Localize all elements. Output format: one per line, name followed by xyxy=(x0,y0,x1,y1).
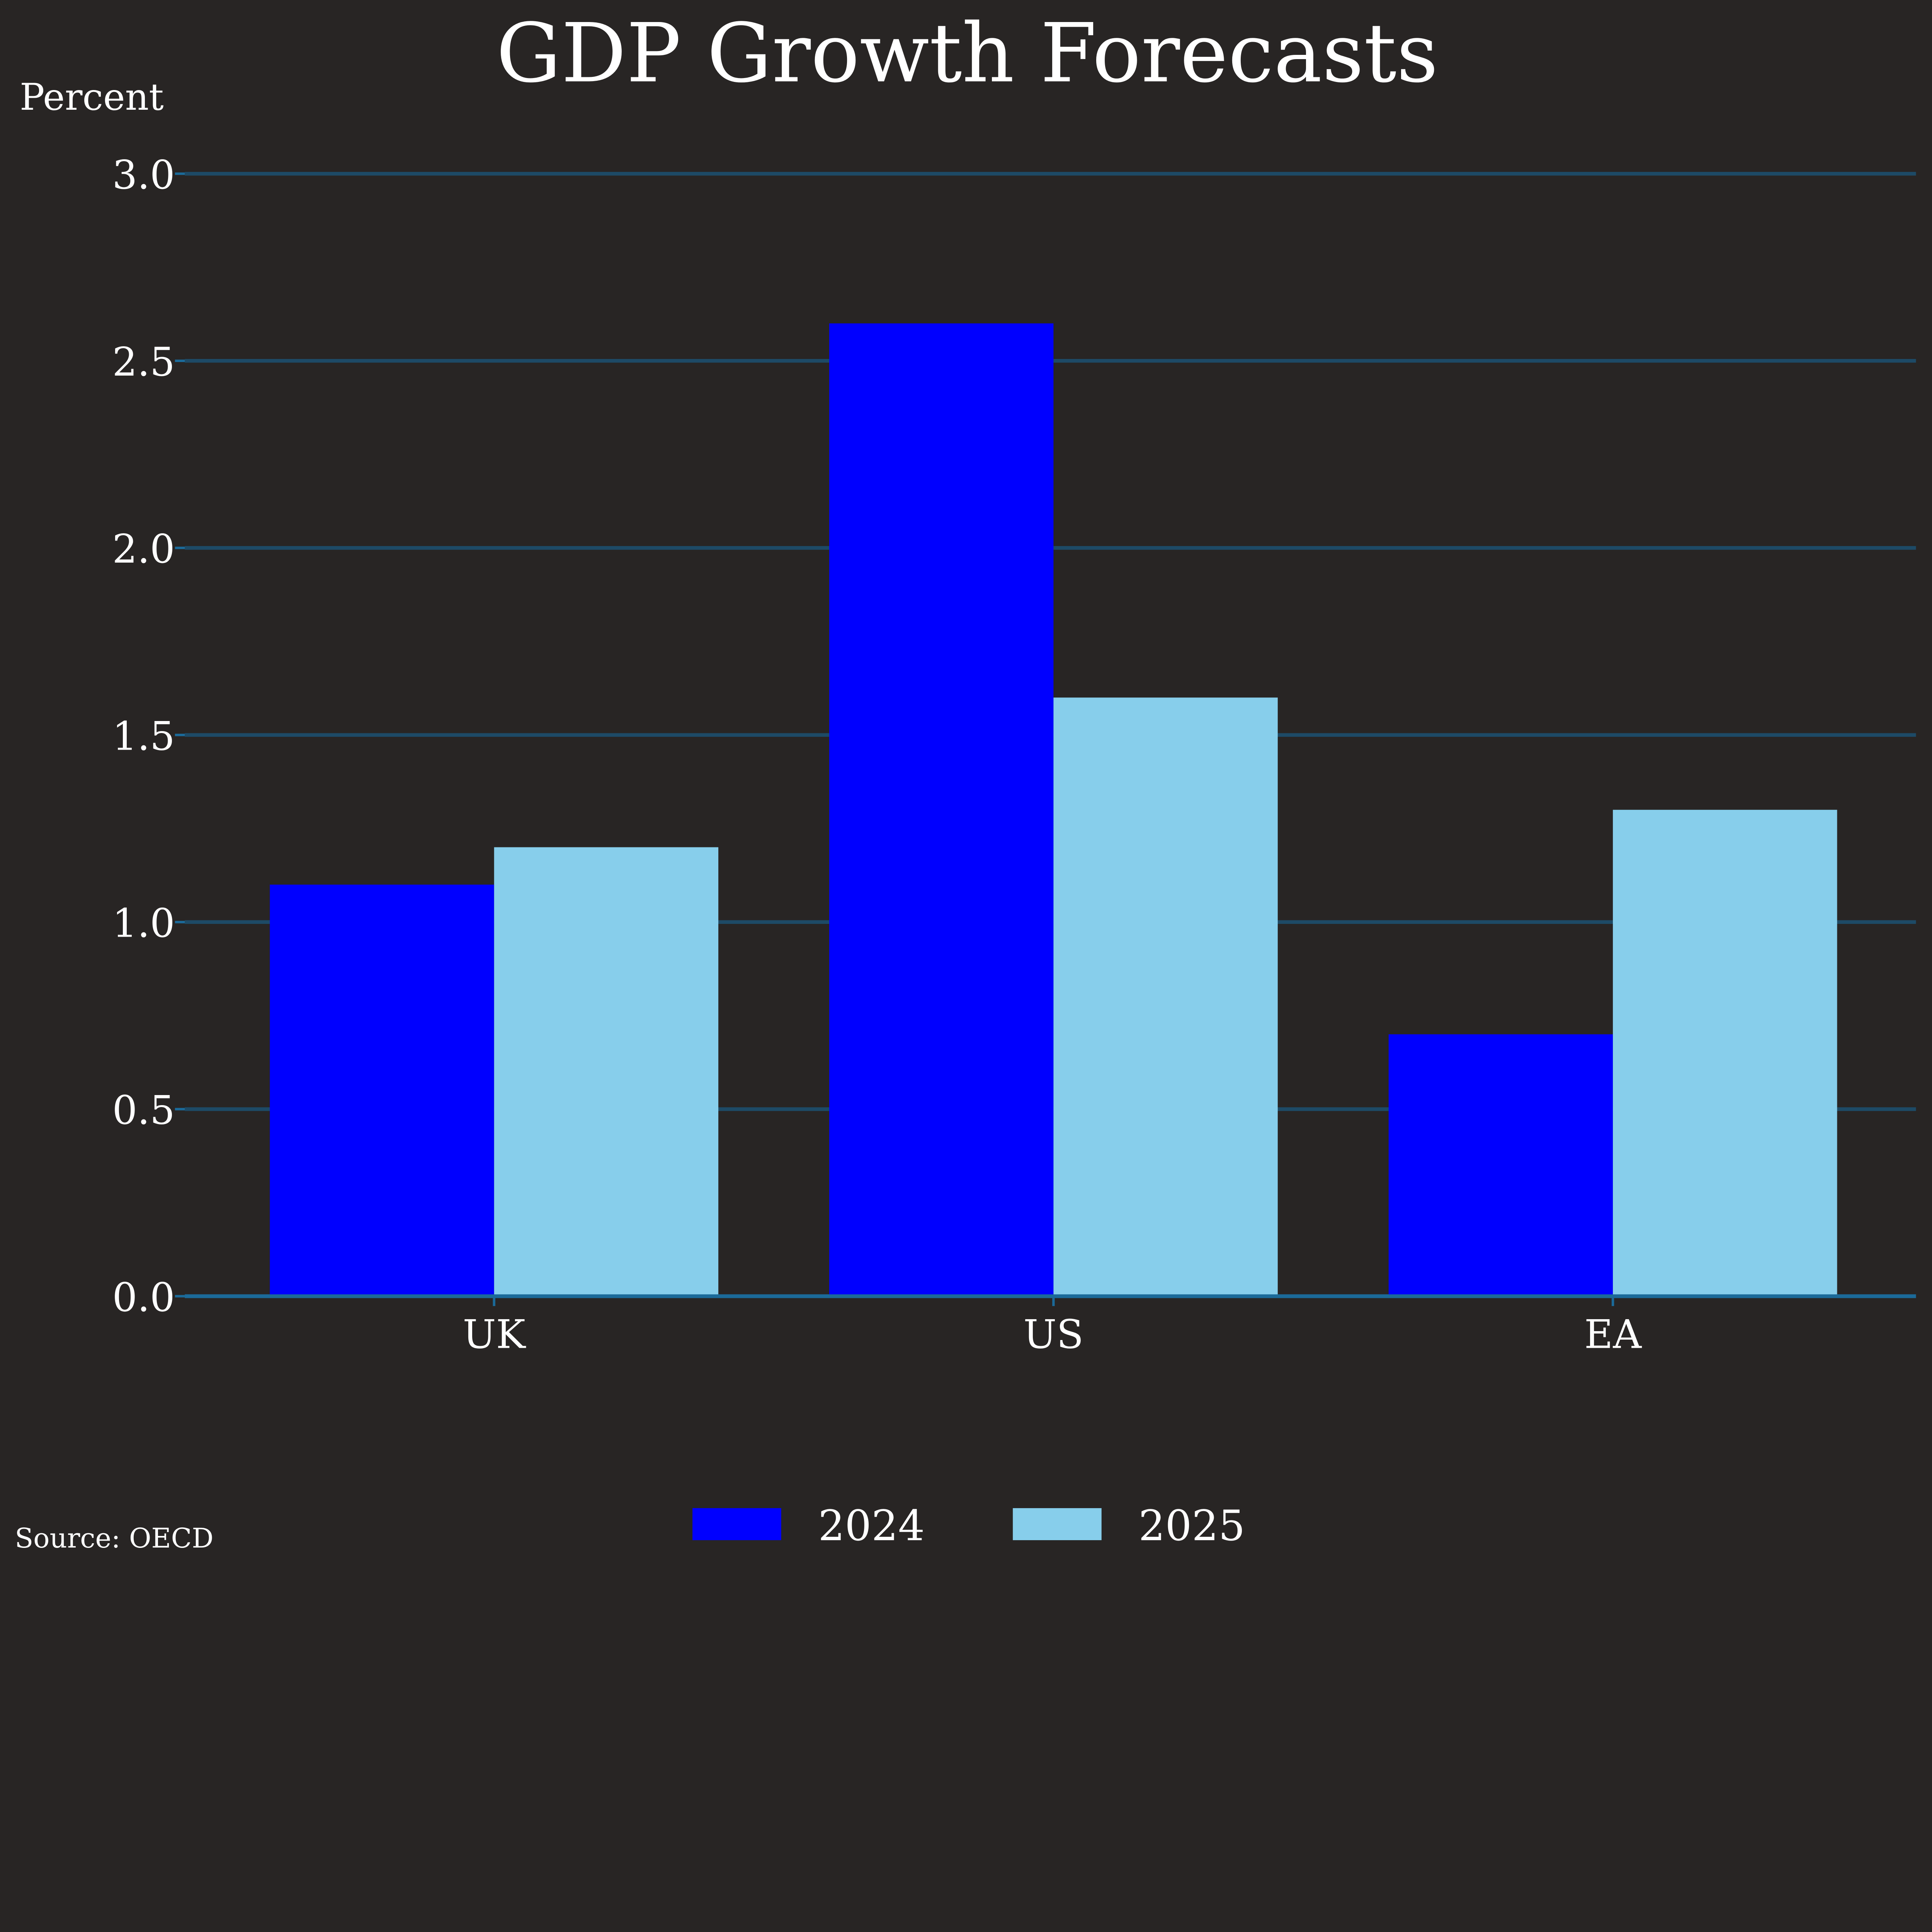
x-tick-label: US xyxy=(1023,1312,1083,1358)
chart-title: GDP Growth Forecasts xyxy=(496,6,1438,100)
x-tick-label: UK xyxy=(463,1312,526,1358)
bar-us-2024 xyxy=(829,323,1054,1296)
y-tick-label: 1.5 xyxy=(112,713,175,759)
y-tick-label: 0.5 xyxy=(112,1088,175,1134)
y-tick-label: 3.0 xyxy=(112,152,175,198)
x-tick-label: EA xyxy=(1584,1312,1642,1358)
bar-ea-2024 xyxy=(1388,1034,1613,1296)
bar-uk-2024 xyxy=(270,884,494,1296)
source-note: Source: OECD xyxy=(15,1522,213,1554)
legend-label: 2024 xyxy=(818,1501,925,1550)
bar-ea-2025 xyxy=(1613,810,1837,1296)
legend-swatch-2025 xyxy=(1013,1508,1102,1540)
bar-chart: GDP Growth Forecasts Percent 0.0 0.5 1.0 1.… xyxy=(15,6,1916,1554)
y-tick-label: 1.0 xyxy=(112,901,175,947)
bar-us-2025 xyxy=(1053,697,1278,1296)
legend-label: 2025 xyxy=(1138,1501,1245,1550)
legend-swatch-2024 xyxy=(692,1508,781,1540)
y-tick-label: 2.5 xyxy=(112,339,175,385)
y-tick-label: 0.0 xyxy=(112,1275,175,1321)
bar-uk-2025 xyxy=(494,847,719,1296)
y-tick-label: 2.0 xyxy=(112,526,175,572)
y-axis-label: Percent xyxy=(20,75,164,119)
